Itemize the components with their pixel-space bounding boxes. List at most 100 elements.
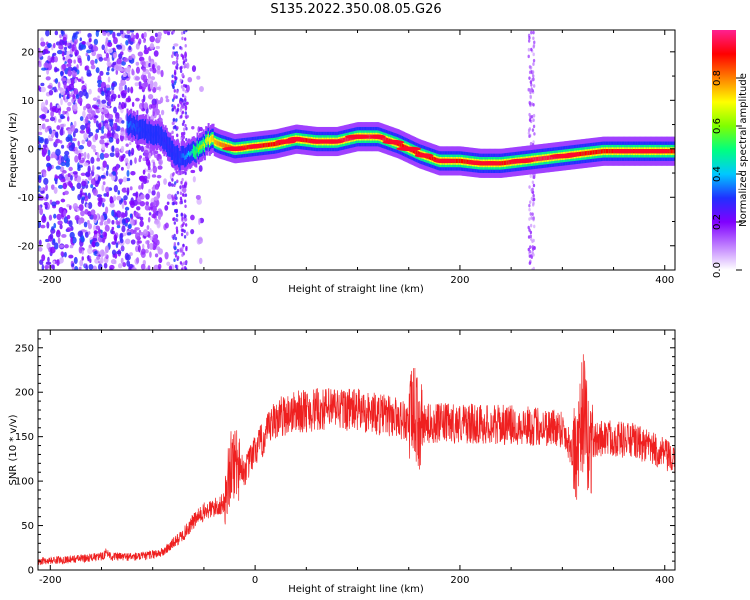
- noise-point: [87, 219, 90, 225]
- ridge-cell: [305, 138, 308, 143]
- streak-point: [533, 40, 536, 45]
- streak-point: [185, 245, 188, 250]
- streak-point: [180, 53, 183, 58]
- noise-point: [146, 225, 150, 230]
- noise-point: [69, 135, 73, 143]
- noise-point: [89, 132, 94, 137]
- ridge-cell: [384, 137, 387, 142]
- noise-point: [187, 76, 193, 83]
- noise-point: [44, 118, 50, 123]
- noise-point: [103, 262, 108, 269]
- noise-point: [147, 172, 151, 180]
- noise-point: [68, 220, 73, 227]
- ridge-cell: [400, 143, 403, 148]
- noise-point: [155, 86, 161, 90]
- x-tick-label: 200: [450, 575, 469, 586]
- noise-point: [145, 201, 149, 206]
- noise-point: [41, 254, 46, 262]
- ridge-cell: [195, 150, 198, 156]
- colorbar-tick-label: 0.4: [712, 166, 723, 182]
- noise-point: [73, 256, 78, 265]
- noise-point: [126, 170, 130, 177]
- ridge-cell: [180, 153, 183, 158]
- noise-point: [164, 205, 169, 211]
- ridge-cell: [589, 150, 592, 155]
- ridge-cell: [588, 150, 591, 156]
- ridge-cell: [346, 136, 349, 142]
- noise-point: [114, 147, 120, 154]
- ridge-cell: [216, 140, 219, 145]
- noise-point: [129, 252, 133, 256]
- noise-point: [153, 264, 160, 270]
- noise-point: [150, 103, 157, 109]
- noise-point: [160, 109, 165, 116]
- noise-point: [44, 203, 48, 209]
- noise-point: [79, 190, 83, 198]
- streak-point: [528, 261, 532, 265]
- noise-point: [54, 174, 58, 178]
- noise-point: [105, 206, 109, 214]
- ridge-cell: [457, 158, 460, 164]
- ridge-cell: [399, 142, 402, 147]
- noise-point: [137, 51, 143, 57]
- noise-point: [103, 153, 110, 159]
- ridge-cell: [179, 158, 182, 163]
- noise-point: [62, 170, 67, 174]
- ridge-cell: [345, 137, 348, 142]
- streak-point: [530, 88, 533, 93]
- noise-point: [142, 157, 146, 162]
- ridge-cell: [455, 158, 458, 164]
- ridge-cell: [307, 138, 310, 143]
- noise-point: [143, 49, 149, 55]
- ridge-peak: [307, 139, 326, 144]
- noise-point: [113, 234, 118, 242]
- noise-point: [120, 101, 125, 110]
- ridge-cell: [137, 128, 140, 133]
- noise-point: [128, 223, 132, 229]
- noise-point: [87, 122, 91, 129]
- ridge-cell: [197, 147, 200, 153]
- ridge-cell: [184, 155, 187, 160]
- streak-point: [529, 141, 533, 146]
- noise-point: [56, 213, 62, 221]
- noise-point: [64, 244, 69, 249]
- noise-point: [75, 31, 79, 35]
- streak-point: [533, 224, 536, 229]
- colorbar-tick-label: 0.8: [712, 70, 723, 86]
- noise-point: [86, 152, 90, 160]
- noise-point: [113, 195, 117, 202]
- ridge-cell: [598, 149, 601, 154]
- noise-point: [107, 48, 113, 54]
- noise-point: [48, 128, 53, 135]
- noise-point: [164, 222, 169, 229]
- ridge-cell: [135, 127, 138, 132]
- streak-point: [531, 247, 535, 251]
- colorbar-tick-label: 0.6: [712, 118, 723, 134]
- noise-point: [71, 77, 75, 84]
- noise-point: [142, 229, 149, 237]
- noise-point: [157, 213, 162, 221]
- noise-point: [119, 30, 124, 35]
- noise-point: [123, 232, 127, 237]
- noise-point: [107, 130, 112, 137]
- noise-point: [96, 212, 99, 221]
- ridge-cell: [670, 149, 673, 154]
- streak-point: [172, 46, 175, 50]
- noise-point: [83, 162, 89, 167]
- noise-point: [56, 259, 60, 266]
- noise-point: [135, 43, 140, 50]
- streak-point: [182, 30, 186, 35]
- noise-point: [42, 144, 48, 148]
- chart-title: S135.2022.350.08.05.G26: [270, 2, 441, 17]
- noise-point: [197, 236, 203, 244]
- streak-point: [532, 124, 536, 129]
- noise-point: [63, 209, 67, 217]
- ridge-cell: [127, 123, 130, 129]
- streak-point: [531, 128, 535, 132]
- noise-point: [134, 82, 139, 87]
- streak-point: [529, 200, 532, 204]
- noise-point: [59, 123, 65, 128]
- noise-point: [40, 82, 45, 87]
- noise-point: [121, 60, 126, 66]
